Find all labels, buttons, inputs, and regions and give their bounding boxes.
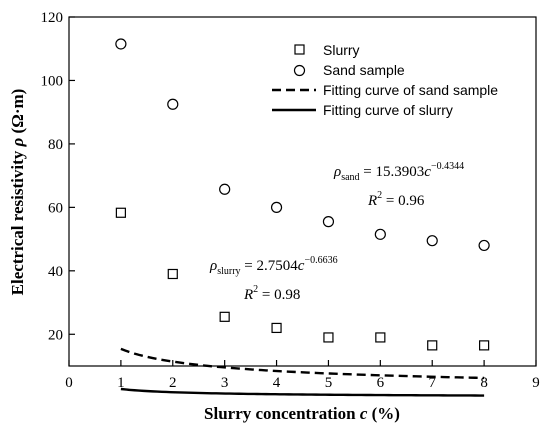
- sand-r2-sup: 2: [377, 190, 382, 201]
- slurry-exponent: −0.6636: [304, 255, 337, 266]
- slurry-var: c: [298, 258, 305, 274]
- sand-var: c: [424, 164, 431, 180]
- x-tick-label: 9: [532, 375, 540, 391]
- y-tick-label: 80: [48, 137, 63, 153]
- slurry-point: [271, 322, 282, 334]
- sand-point: [374, 228, 386, 240]
- y-axis-title: Electrical resistivity ρ (Ω·m): [8, 89, 27, 296]
- svg-text:R2 = 0.98: R2 = 0.98: [243, 284, 300, 303]
- plot-frame: [68, 16, 537, 367]
- sand-point: [219, 183, 231, 195]
- slurry-point: [219, 311, 230, 322]
- legend-label-sand-fit: Fitting curve of sand sample: [323, 82, 498, 98]
- axis-ticks: 0 1 2 3 4 5 6 7 8 9 20 40 60 80 100 120: [41, 10, 540, 391]
- slurry-point: [115, 207, 126, 218]
- slurry-r2-value: = 0.98: [258, 287, 300, 303]
- slurry-point: [323, 332, 334, 343]
- y-tick-label: 40: [48, 264, 63, 280]
- sand-point: [478, 239, 490, 252]
- slurry-fit-equation: ρslurry = 2.7504c−0.6636 R2 = 0.98: [209, 255, 338, 303]
- sand-rho: ρ: [333, 164, 341, 180]
- slurry-point: [167, 268, 178, 280]
- sand-exponent: −0.4344: [431, 161, 464, 172]
- y-tick-label: 60: [48, 200, 63, 216]
- legend-label-slurry: Slurry: [323, 42, 360, 58]
- x-tick-label: 3: [221, 375, 229, 391]
- x-tick-label: 7: [428, 375, 436, 391]
- sand-r2-label: R: [367, 193, 377, 209]
- slurry-subscript: slurry: [217, 266, 240, 277]
- sand-point: [270, 201, 283, 213]
- sand-point: [167, 98, 179, 110]
- sand-point: [322, 216, 335, 228]
- legend: Slurry Sand sample Fitting curve of sand…: [272, 42, 498, 118]
- slurry-point: [427, 340, 438, 351]
- svg-text:ρslurry = 2.7504c−0.6636: ρslurry = 2.7504c−0.6636: [209, 255, 338, 277]
- x-tick-label: 4: [273, 375, 281, 391]
- x-axis-title: Slurry concentration c (%): [204, 404, 400, 423]
- legend-swatch-sand: [293, 64, 306, 77]
- chart-marks: [115, 38, 490, 397]
- y-tick-label: 120: [41, 10, 64, 26]
- slurry-fit-curve: [120, 387, 485, 397]
- slurry-rho: ρ: [209, 258, 217, 274]
- sand-coefficient: = 15.3903: [360, 164, 425, 180]
- x-tick-label: 1: [117, 375, 125, 391]
- legend-swatch-slurry: [294, 44, 305, 55]
- x-tick-label: 6: [377, 375, 385, 391]
- x-tick-label: 2: [169, 375, 177, 391]
- x-tick-label: 8: [480, 375, 488, 391]
- slurry-point: [479, 340, 490, 351]
- sand-point: [115, 38, 127, 50]
- sand-subscript: sand: [341, 172, 359, 183]
- sand-r2-value: = 0.96: [382, 193, 425, 209]
- legend-label-slurry-fit: Fitting curve of slurry: [323, 102, 453, 118]
- slurry-coefficient: = 2.7504: [241, 258, 299, 274]
- svg-text:R2 = 0.96: R2 = 0.96: [367, 190, 425, 209]
- sand-point: [426, 235, 438, 247]
- y-tick-label: 20: [48, 327, 63, 343]
- sand-fit-curve: [120, 347, 485, 380]
- slurry-r2-sup: 2: [253, 284, 258, 295]
- legend-label-sand: Sand sample: [323, 62, 405, 78]
- sand-fit-equation: ρsand = 15.3903c−0.4344 R2 = 0.96: [333, 161, 464, 209]
- x-tick-label: 0: [65, 375, 73, 391]
- slurry-point: [375, 332, 386, 343]
- y-tick-label: 100: [41, 73, 64, 89]
- slurry-r2-label: R: [243, 287, 253, 303]
- svg-text:ρsand = 15.3903c−0.4344: ρsand = 15.3903c−0.4344: [333, 161, 464, 183]
- x-tick-label: 5: [325, 375, 333, 391]
